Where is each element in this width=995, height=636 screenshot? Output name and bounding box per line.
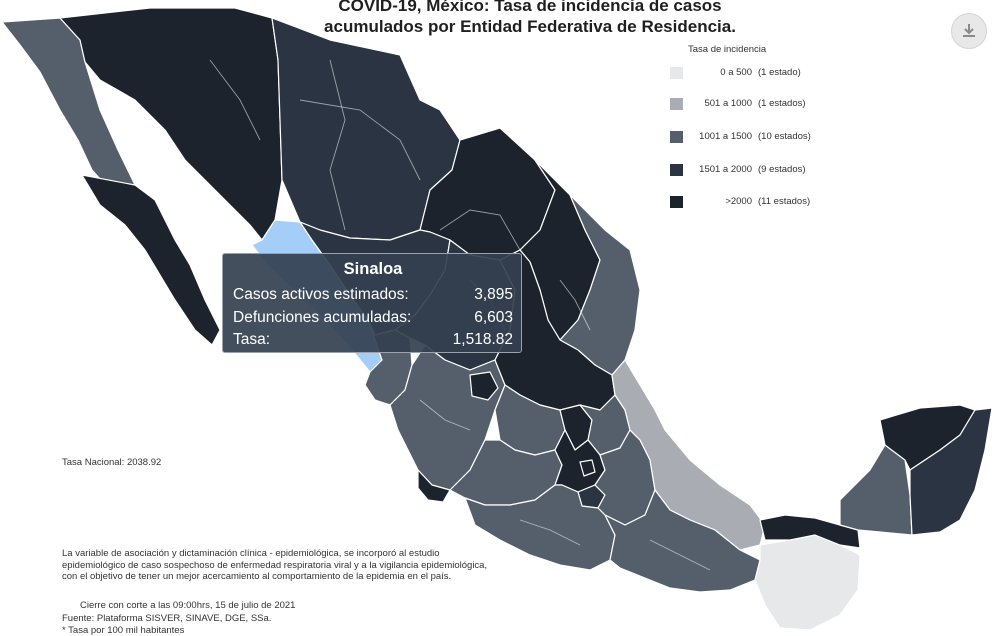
cutoff-date: Cierre con corte a las 09:00hrs, 15 de j… — [80, 600, 296, 611]
state-baja-california-sur[interactable] — [81, 174, 221, 346]
tooltip-label: Defunciones acumuladas: — [233, 309, 412, 326]
legend-count: (10 estados) — [758, 131, 811, 142]
legend-item-1001-1500[interactable]: 1001 a 1500 (10 estados) — [668, 130, 848, 144]
state-ciudad-de-mexico[interactable] — [579, 459, 596, 477]
tooltip-value: 3,895 — [474, 286, 513, 303]
map-title: COVID-19, México: Tasa de incidencia de … — [0, 0, 995, 37]
legend-count: (1 estado) — [758, 67, 801, 78]
state-colima[interactable] — [417, 469, 451, 503]
download-button[interactable] — [951, 13, 987, 49]
legend-swatch — [670, 196, 683, 208]
legend-item-501-1000[interactable]: 501 a 1000 (1 estados) — [668, 97, 848, 111]
map-title-line-1: COVID-19, México: Tasa de incidencia de … — [338, 0, 722, 15]
legend-range: >2000 — [725, 196, 752, 207]
tooltip-label: Casos activos estimados: — [233, 286, 409, 303]
legend-item-over-2000[interactable]: >2000 (11 estados) — [668, 195, 848, 209]
footnote: * Tasa por 100 mil habitantes — [62, 625, 185, 636]
state-chiapas[interactable] — [754, 534, 861, 630]
state-guerrero[interactable] — [464, 484, 616, 571]
legend-range: 501 a 1000 — [704, 98, 752, 109]
legend-range: 1501 a 2000 — [699, 164, 752, 175]
legend-count: (9 estados) — [758, 164, 806, 175]
legend-swatch — [670, 164, 683, 176]
legend-range: 0 a 500 — [720, 67, 752, 78]
legend-swatch — [670, 98, 683, 110]
state-aguascalientes[interactable] — [469, 371, 499, 401]
legend-range: 1001 a 1500 — [699, 131, 752, 142]
legend-count: (1 estados) — [758, 98, 806, 109]
state-quintana-roo[interactable] — [909, 407, 993, 536]
map-title-line-2: acumulados por Entidad Federativa de Res… — [324, 17, 736, 36]
national-rate: Tasa Nacional: 2038.92 — [62, 457, 162, 468]
download-icon — [963, 24, 975, 37]
legend-count: (11 estados) — [758, 196, 811, 207]
tooltip-value: 1,518.82 — [452, 331, 513, 348]
state-campeche[interactable] — [839, 444, 913, 536]
data-source: Fuente: Plataforma SISVER, SINAVE, DGE, … — [62, 613, 272, 624]
tooltip-label: Tasa: — [233, 331, 271, 348]
legend-swatch — [670, 67, 683, 79]
legend-swatch — [670, 131, 683, 143]
state-tabasco[interactable] — [759, 514, 861, 549]
legend-item-0-500[interactable]: 0 a 500 (1 estado) — [668, 66, 848, 80]
legend-title: Tasa de incidencia — [688, 44, 767, 55]
note-line: La variable de asociación y dictaminació… — [62, 548, 440, 559]
note-line: epidemiológico de caso sospechoso de enf… — [62, 559, 488, 571]
methodology-note: La variable de asociación y dictaminació… — [62, 548, 487, 583]
note-line: con el objetivo de tener un mejor acerca… — [62, 571, 452, 582]
state-tooltip: Sinaloa Casos activos estimados: 3,895 D… — [222, 253, 522, 353]
tooltip-value: 6,603 — [474, 309, 513, 326]
tooltip-state-name: Sinaloa — [343, 260, 403, 278]
legend-item-1501-2000[interactable]: 1501 a 2000 (9 estados) — [668, 163, 848, 177]
